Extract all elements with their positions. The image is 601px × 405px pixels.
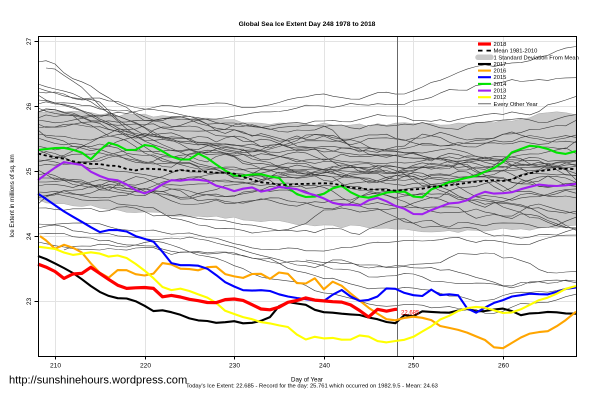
svg-text:230: 230 — [229, 363, 240, 370]
svg-text:Mean 1981-2010: Mean 1981-2010 — [494, 49, 538, 55]
svg-text:25: 25 — [26, 168, 33, 176]
svg-text:Ice Extent in millions of sq.: Ice Extent in millions of sq. km — [9, 154, 16, 237]
svg-text:26: 26 — [26, 103, 33, 111]
svg-text:23: 23 — [26, 298, 33, 306]
svg-text:Day of Year: Day of Year — [291, 377, 323, 384]
svg-text:22.685: 22.685 — [401, 311, 420, 317]
svg-text:2012: 2012 — [494, 95, 507, 101]
svg-text:2018: 2018 — [494, 42, 507, 48]
svg-text:Every Other Year: Every Other Year — [494, 102, 538, 108]
svg-text:2016: 2016 — [494, 69, 507, 75]
svg-text:Today's Ice Extent: 22.685 -: Today's Ice Extent: 22.685 - Record for … — [186, 384, 438, 390]
svg-text:250: 250 — [408, 363, 419, 370]
svg-text:240: 240 — [319, 363, 330, 370]
svg-text:24: 24 — [26, 233, 33, 241]
svg-text:http://sunshinehours.wordpress: http://sunshinehours.wordpress.com — [9, 374, 187, 386]
svg-text:1 Standard Deviation From Mean: 1 Standard Deviation From Mean — [494, 55, 579, 61]
svg-text:2014: 2014 — [494, 82, 508, 88]
svg-text:27: 27 — [26, 38, 33, 46]
svg-text:220: 220 — [140, 363, 151, 370]
svg-text:2015: 2015 — [494, 75, 507, 81]
svg-text:210: 210 — [50, 363, 61, 370]
svg-text:2013: 2013 — [494, 89, 507, 95]
svg-text:260: 260 — [498, 363, 509, 370]
svg-text:Global Sea Ice Extent Day 248: Global Sea Ice Extent Day 248 1978 to 20… — [239, 21, 376, 28]
svg-text:2017: 2017 — [494, 62, 507, 68]
